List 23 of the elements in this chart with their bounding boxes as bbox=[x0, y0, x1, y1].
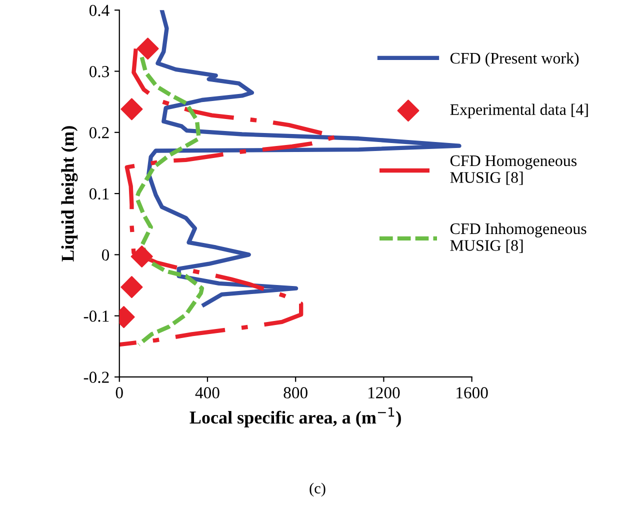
legend-label: CFD Inhomogeneous MUSIG [8] bbox=[450, 222, 586, 253]
y-tick-label: 0 bbox=[102, 249, 110, 261]
x-axis-title: Local specific area, a (m$^{−1}$) bbox=[190, 407, 401, 428]
y-tick-label: 0.3 bbox=[89, 66, 110, 78]
point bbox=[130, 246, 153, 268]
point bbox=[120, 98, 143, 120]
y-tick-label: 0.4 bbox=[89, 4, 110, 16]
x-tick-label: 1200 bbox=[368, 387, 400, 398]
legend-label: CFD Homogeneous MUSIG [8] bbox=[450, 155, 577, 185]
text: (c) bbox=[310, 482, 326, 497]
y-axis-title: Liquid height (m) bbox=[61, 126, 78, 262]
y-tick-label: 0.1 bbox=[89, 188, 109, 200]
legend-label: CFD (Present work) bbox=[450, 52, 579, 67]
y-tick-label: 0.2 bbox=[89, 127, 109, 138]
y-tick-label: -0.1 bbox=[84, 310, 109, 322]
x-tick-label: 1600 bbox=[456, 387, 488, 398]
x-tick-label: 400 bbox=[195, 387, 220, 398]
point bbox=[136, 38, 159, 60]
x-tick-label: 800 bbox=[284, 387, 308, 398]
x-tick-label: 0 bbox=[116, 387, 123, 398]
y-tick-label: -0.2 bbox=[84, 372, 109, 383]
legend-label: Experimental data [4] bbox=[450, 104, 588, 118]
point bbox=[120, 276, 143, 298]
